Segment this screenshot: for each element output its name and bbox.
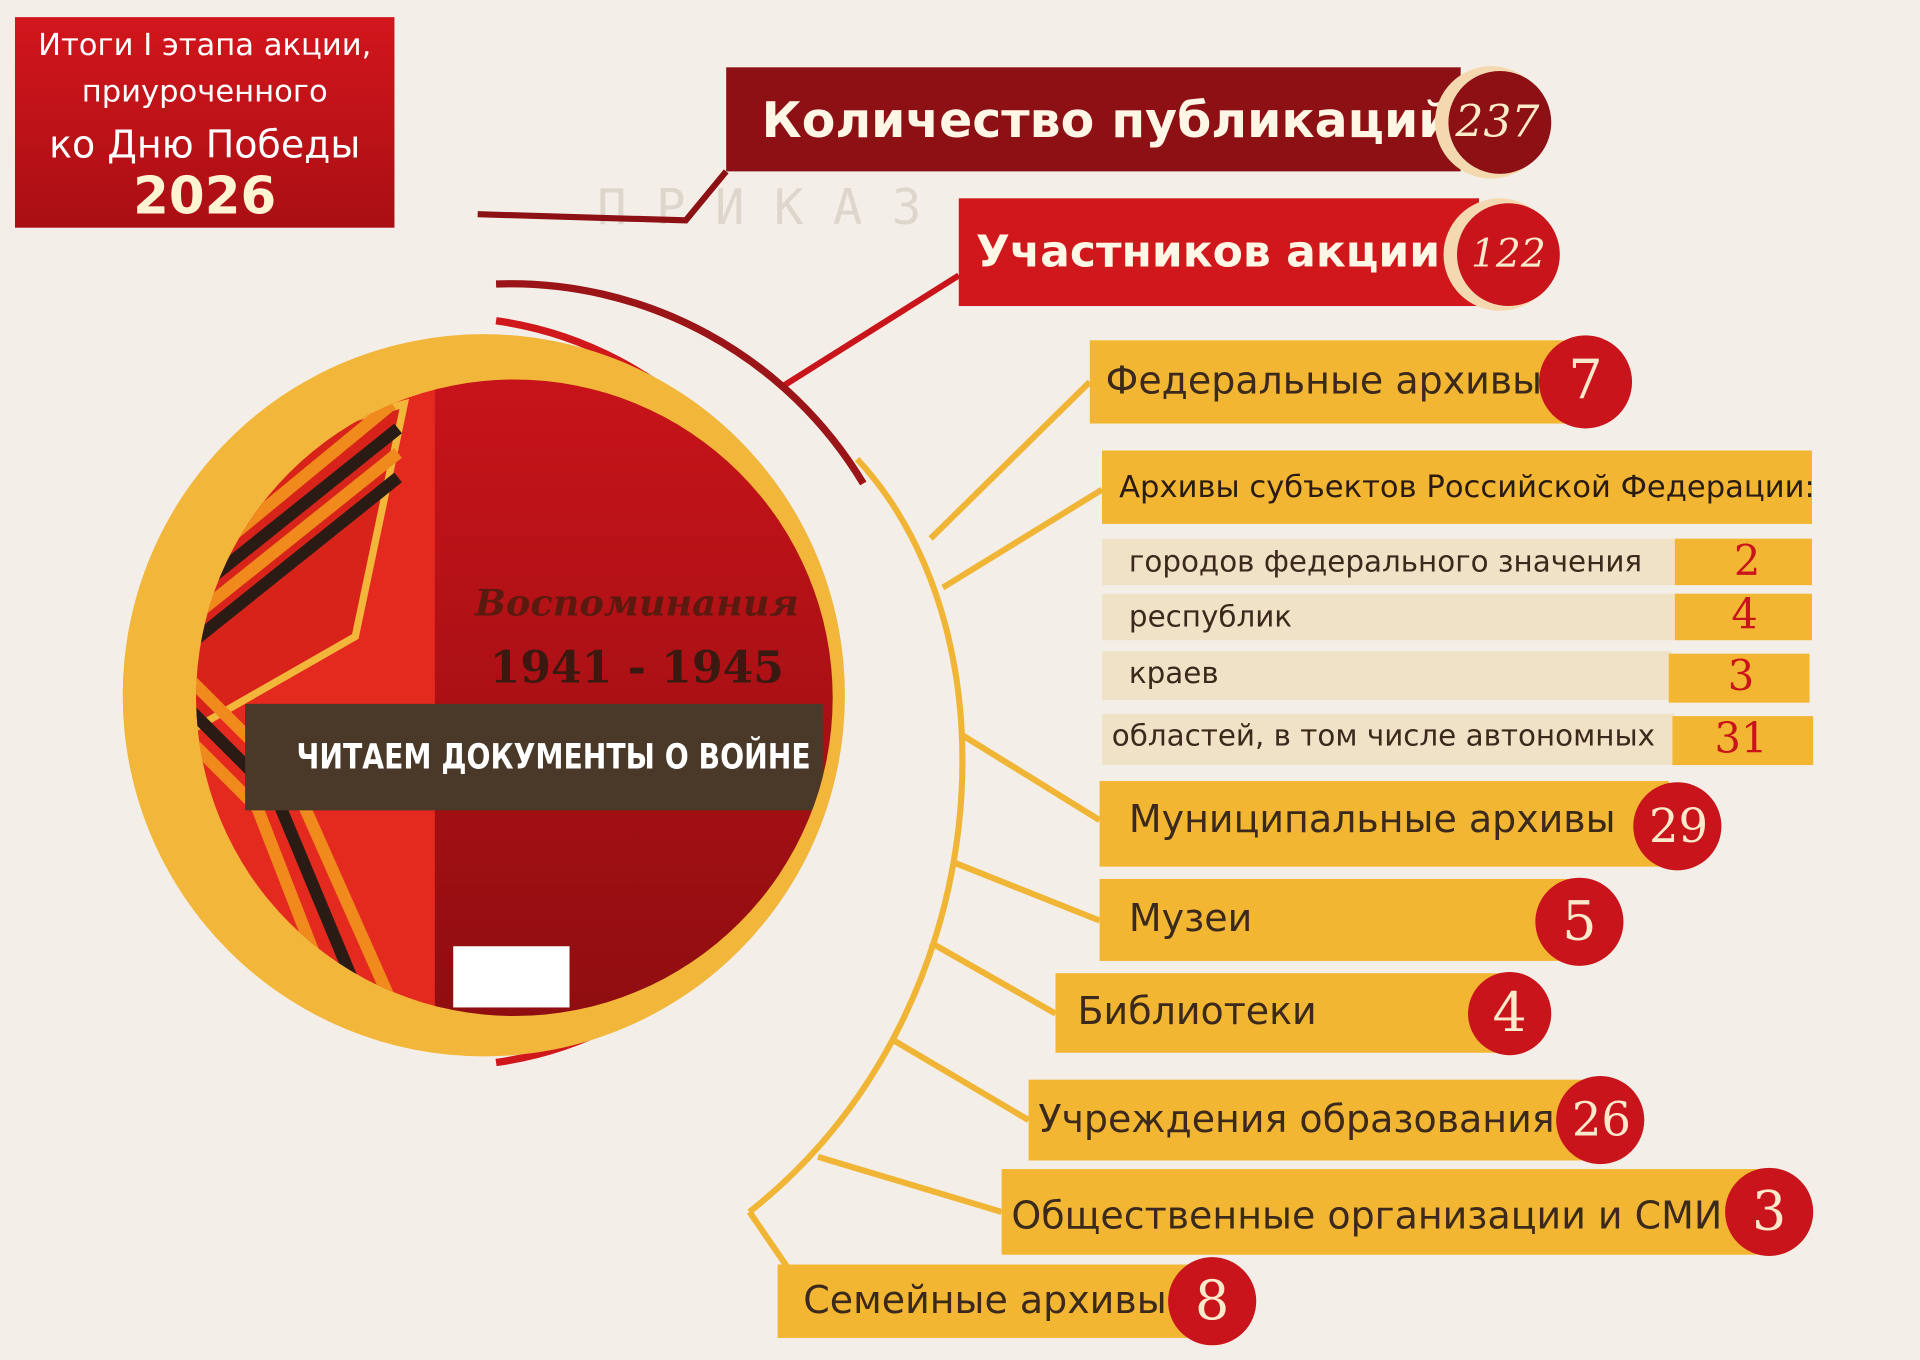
cover-years: 1941 - 1945: [490, 642, 784, 693]
stat-label: Учреждения образования: [1038, 1097, 1554, 1141]
stat-badge: [1725, 1167, 1814, 1256]
regional-value-box: [1674, 593, 1812, 641]
regional-value-box: [1672, 716, 1814, 766]
regional-bar: [1101, 651, 1672, 701]
regional-value-box: [1668, 653, 1810, 703]
stat-badge: [1539, 335, 1633, 429]
stat-value: 7: [1568, 348, 1602, 411]
stat-bar: [1028, 1079, 1586, 1161]
stat-bar: [726, 67, 1461, 172]
stat-bar: [1089, 340, 1580, 424]
regional-label: городов федерального значения: [1129, 545, 1642, 579]
stat-value: 122: [1471, 232, 1546, 277]
stat-label: Библиотеки: [1078, 989, 1317, 1033]
stat-label: Общественные организации и СМИ: [1011, 1194, 1722, 1238]
stat-label: Муниципальные архивы: [1129, 797, 1616, 841]
regional-value: 3: [1728, 651, 1754, 700]
regional-title-box: [1101, 450, 1812, 524]
regional-rows: городов федерального значения 2 республи…: [1101, 536, 1814, 766]
stat-badge: [1456, 203, 1560, 307]
stat-label: Участников акции: [976, 227, 1440, 278]
stat-row: Федеральные архивы 7: [1089, 335, 1633, 429]
stat-bar: [1001, 1169, 1767, 1255]
header-box: [14, 17, 395, 228]
stat-value: 29: [1649, 799, 1708, 853]
header-line: Итоги I этапа акции,: [38, 28, 371, 63]
stat-label: Музеи: [1129, 896, 1252, 940]
regional-value: 4: [1731, 590, 1757, 639]
header-year: 2026: [133, 167, 276, 227]
regional-value-box: [1674, 538, 1812, 586]
stat-label: Федеральные архивы: [1106, 359, 1542, 403]
stat-row: Общественные организации и СМИ 3: [1001, 1167, 1814, 1256]
stat-row: Учреждения образования 26: [1028, 1076, 1645, 1165]
stat-bar: [1055, 973, 1509, 1053]
regional-title: Архивы субъектов Российской Федерации:: [1119, 470, 1815, 505]
stat-row: Музеи 5: [1099, 877, 1624, 966]
stat-row: Библиотеки 4: [1055, 971, 1552, 1056]
regional-bar: [1101, 593, 1678, 641]
stat-value: 8: [1195, 1269, 1229, 1332]
stat-value: 26: [1572, 1093, 1631, 1147]
regional-value: 2: [1734, 536, 1760, 585]
stat-label: Количество публикаций: [762, 92, 1453, 149]
cover-title: Воспоминания: [474, 581, 799, 624]
stat-badge: [1535, 877, 1624, 966]
stat-badge: [1633, 782, 1722, 871]
header-line: приуроченного: [82, 75, 328, 110]
regional-value: 31: [1715, 713, 1768, 762]
regional-bar: [1101, 538, 1678, 586]
cover-slogan: ЧИТАЕМ ДОКУМЕНТЫ О ВОЙНЕ: [297, 736, 811, 777]
stat-badge: [1556, 1076, 1645, 1165]
regional-label: областей, в том числе автономных: [1112, 718, 1655, 752]
stat-row: Семейные архивы 8: [777, 1257, 1257, 1346]
stat-bar: [1099, 878, 1580, 961]
stat-value: 4: [1492, 981, 1526, 1044]
stat-label: Семейные архивы: [803, 1278, 1166, 1322]
stat-value: 3: [1752, 1180, 1786, 1243]
stat-row: Муниципальные архивы 29: [1099, 780, 1722, 871]
stat-value: 237: [1454, 96, 1539, 147]
stat-badge: [1448, 70, 1552, 174]
stat-badge: [1168, 1257, 1257, 1346]
background-heading: П Р И К А З: [597, 179, 921, 236]
stat-bar: [958, 198, 1480, 307]
stat-badge: [1468, 971, 1552, 1056]
stat-value: 5: [1562, 889, 1596, 952]
regional-bar: [1101, 713, 1675, 766]
regional-label: республик: [1129, 600, 1292, 634]
header-line: ко Дню Победы: [49, 122, 360, 166]
stat-bar: [777, 1264, 1200, 1338]
stat-bar: [1099, 780, 1669, 867]
regional-label: краев: [1129, 656, 1219, 690]
